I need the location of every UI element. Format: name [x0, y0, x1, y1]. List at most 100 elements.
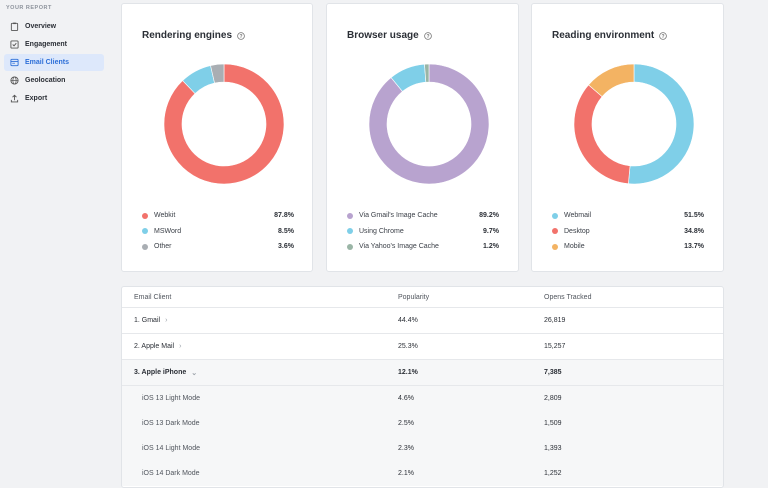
- sidebar-item-email-clients[interactable]: Email Clients: [4, 54, 104, 71]
- client-name: 3. Apple iPhone: [134, 369, 187, 376]
- legend-item: Webkit 87.8%: [142, 208, 294, 224]
- legend-value: 34.8%: [684, 227, 704, 235]
- donut-slice-mobile[interactable]: [588, 63, 635, 98]
- legend-swatch: [347, 212, 353, 219]
- checkbox-icon: [9, 40, 19, 50]
- popularity-value: 2.1%: [398, 470, 414, 477]
- donut-slice-via-gmail-s-image-cache[interactable]: [368, 63, 490, 185]
- info-icon[interactable]: ?: [423, 31, 432, 40]
- chevron-right-icon[interactable]: ›: [165, 317, 168, 324]
- legend-label: Via Gmail's Image Cache: [359, 212, 438, 220]
- legend-label: Mobile: [564, 243, 585, 251]
- donut-slice-webkit[interactable]: [163, 63, 285, 185]
- email-client-table: Email Client Popularity Opens Tracked 1.…: [121, 286, 724, 488]
- svg-text:?: ?: [239, 33, 242, 39]
- window-icon: [9, 58, 19, 68]
- legend: Via Gmail's Image Cache 89.2% Using Chro…: [347, 208, 499, 255]
- upload-icon: [9, 94, 19, 104]
- card-browser-usage: Browser usage ? Via Gmail's Image Cache …: [326, 3, 519, 272]
- popularity-value: 2.5%: [398, 420, 414, 427]
- info-icon[interactable]: ?: [659, 31, 668, 40]
- legend-value: 87.8%: [274, 212, 294, 220]
- table-row[interactable]: 3. Apple iPhone ⌄ 12.1% 7,385: [122, 360, 723, 386]
- legend-label: Webmail: [564, 212, 592, 220]
- legend-value: 3.6%: [278, 243, 294, 251]
- legend-swatch: [347, 243, 353, 250]
- legend-item: Using Chrome 9.7%: [347, 224, 499, 240]
- table-row[interactable]: 2. Apple Mail › 25.3% 15,257: [122, 334, 723, 360]
- svg-text:?: ?: [662, 33, 665, 39]
- card-reading-environment: Reading environment ? Webmail 51.5% Desk…: [531, 3, 724, 272]
- card-title: Browser usage: [347, 30, 419, 41]
- opens-value: 1,252: [544, 470, 562, 477]
- sidebar-item-label: Engagement: [25, 41, 68, 48]
- info-icon[interactable]: ?: [237, 31, 245, 40]
- legend-value: 89.2%: [479, 212, 499, 220]
- legend-swatch: [347, 228, 353, 235]
- card-rendering-engines: Rendering engines ? Webkit 87.8% MSWord …: [121, 3, 313, 272]
- sidebar: YOUR REPORT Overview Engagement Email Cl…: [0, 0, 110, 480]
- legend-item: Other 3.6%: [142, 239, 294, 255]
- legend-item: Desktop 34.8%: [552, 224, 704, 240]
- donut-slice-via-yahoo-s-image-cache[interactable]: [424, 63, 430, 83]
- legend: Webmail 51.5% Desktop 34.8% Mobile 13.7%: [552, 208, 704, 255]
- opens-value: 1,393: [544, 445, 562, 452]
- chevron-right-icon[interactable]: ›: [179, 343, 182, 350]
- donut-slice-desktop[interactable]: [573, 84, 631, 185]
- popularity-value: 2.3%: [398, 445, 414, 452]
- legend-value: 51.5%: [684, 212, 704, 220]
- legend-value: 13.7%: [684, 243, 704, 251]
- client-name: 1. Gmail: [134, 317, 161, 324]
- table-subrow: iOS 13 Dark Mode 2.5% 1,509: [122, 411, 723, 436]
- column-header-popularity[interactable]: Popularity: [398, 293, 430, 301]
- client-name: iOS 14 Light Mode: [142, 445, 200, 452]
- donut-slice-other[interactable]: [210, 63, 225, 84]
- chevron-down-icon[interactable]: ⌄: [191, 369, 198, 377]
- sidebar-item-overview[interactable]: Overview: [4, 18, 104, 35]
- legend-label: MSWord: [154, 227, 182, 235]
- donut-slice-webmail[interactable]: [628, 63, 695, 185]
- legend-item: Mobile 13.7%: [552, 239, 704, 255]
- legend: Webkit 87.8% MSWord 8.5% Other 3.6%: [142, 208, 294, 255]
- popularity-value: 4.6%: [398, 395, 414, 402]
- legend-item: Webmail 51.5%: [552, 208, 704, 224]
- donut-chart: [368, 63, 490, 185]
- client-name: iOS 14 Dark Mode: [142, 470, 200, 477]
- opens-value: 15,257: [544, 343, 566, 350]
- svg-text:?: ?: [426, 33, 429, 39]
- legend-label: Desktop: [564, 227, 590, 235]
- legend-swatch: [142, 212, 148, 219]
- table-subrow: iOS 14 Dark Mode 2.1% 1,252: [122, 461, 723, 486]
- column-header-email-client[interactable]: Email Client: [134, 293, 172, 301]
- popularity-value: 44.4%: [398, 317, 418, 324]
- legend-swatch: [552, 228, 558, 235]
- legend-label: Other: [154, 243, 172, 251]
- opens-value: 2,809: [544, 395, 562, 402]
- opens-value: 1,509: [544, 420, 562, 427]
- clipboard-icon: [9, 22, 19, 32]
- legend-swatch: [142, 228, 148, 235]
- legend-item: MSWord 8.5%: [142, 224, 294, 240]
- sidebar-item-geolocation[interactable]: Geolocation: [4, 72, 104, 89]
- popularity-value: 12.1%: [398, 369, 418, 376]
- donut-chart: [573, 63, 695, 185]
- table-row[interactable]: 1. Gmail › 44.4% 26,819: [122, 308, 723, 334]
- legend-item: Via Gmail's Image Cache 89.2%: [347, 208, 499, 224]
- table-subrow: iOS 13 Light Mode 4.6% 2,809: [122, 386, 723, 411]
- column-header-opens-tracked[interactable]: Opens Tracked: [544, 293, 592, 301]
- legend-swatch: [552, 243, 558, 250]
- legend-label: Using Chrome: [359, 227, 404, 235]
- table-header: Email Client Popularity Opens Tracked: [122, 287, 723, 308]
- sidebar-item-label: Geolocation: [25, 77, 66, 84]
- popularity-value: 25.3%: [398, 343, 418, 350]
- legend-value: 8.5%: [278, 227, 294, 235]
- donut-chart: [163, 63, 285, 185]
- legend-value: 9.7%: [483, 227, 499, 235]
- opens-value: 7,385: [544, 369, 562, 376]
- opens-value: 26,819: [544, 317, 566, 324]
- legend-label: Via Yahoo's Image Cache: [359, 243, 439, 251]
- sidebar-item-label: Export: [25, 95, 48, 102]
- sidebar-item-export[interactable]: Export: [4, 90, 104, 107]
- sidebar-item-engagement[interactable]: Engagement: [4, 36, 104, 53]
- client-name: iOS 13 Light Mode: [142, 395, 200, 402]
